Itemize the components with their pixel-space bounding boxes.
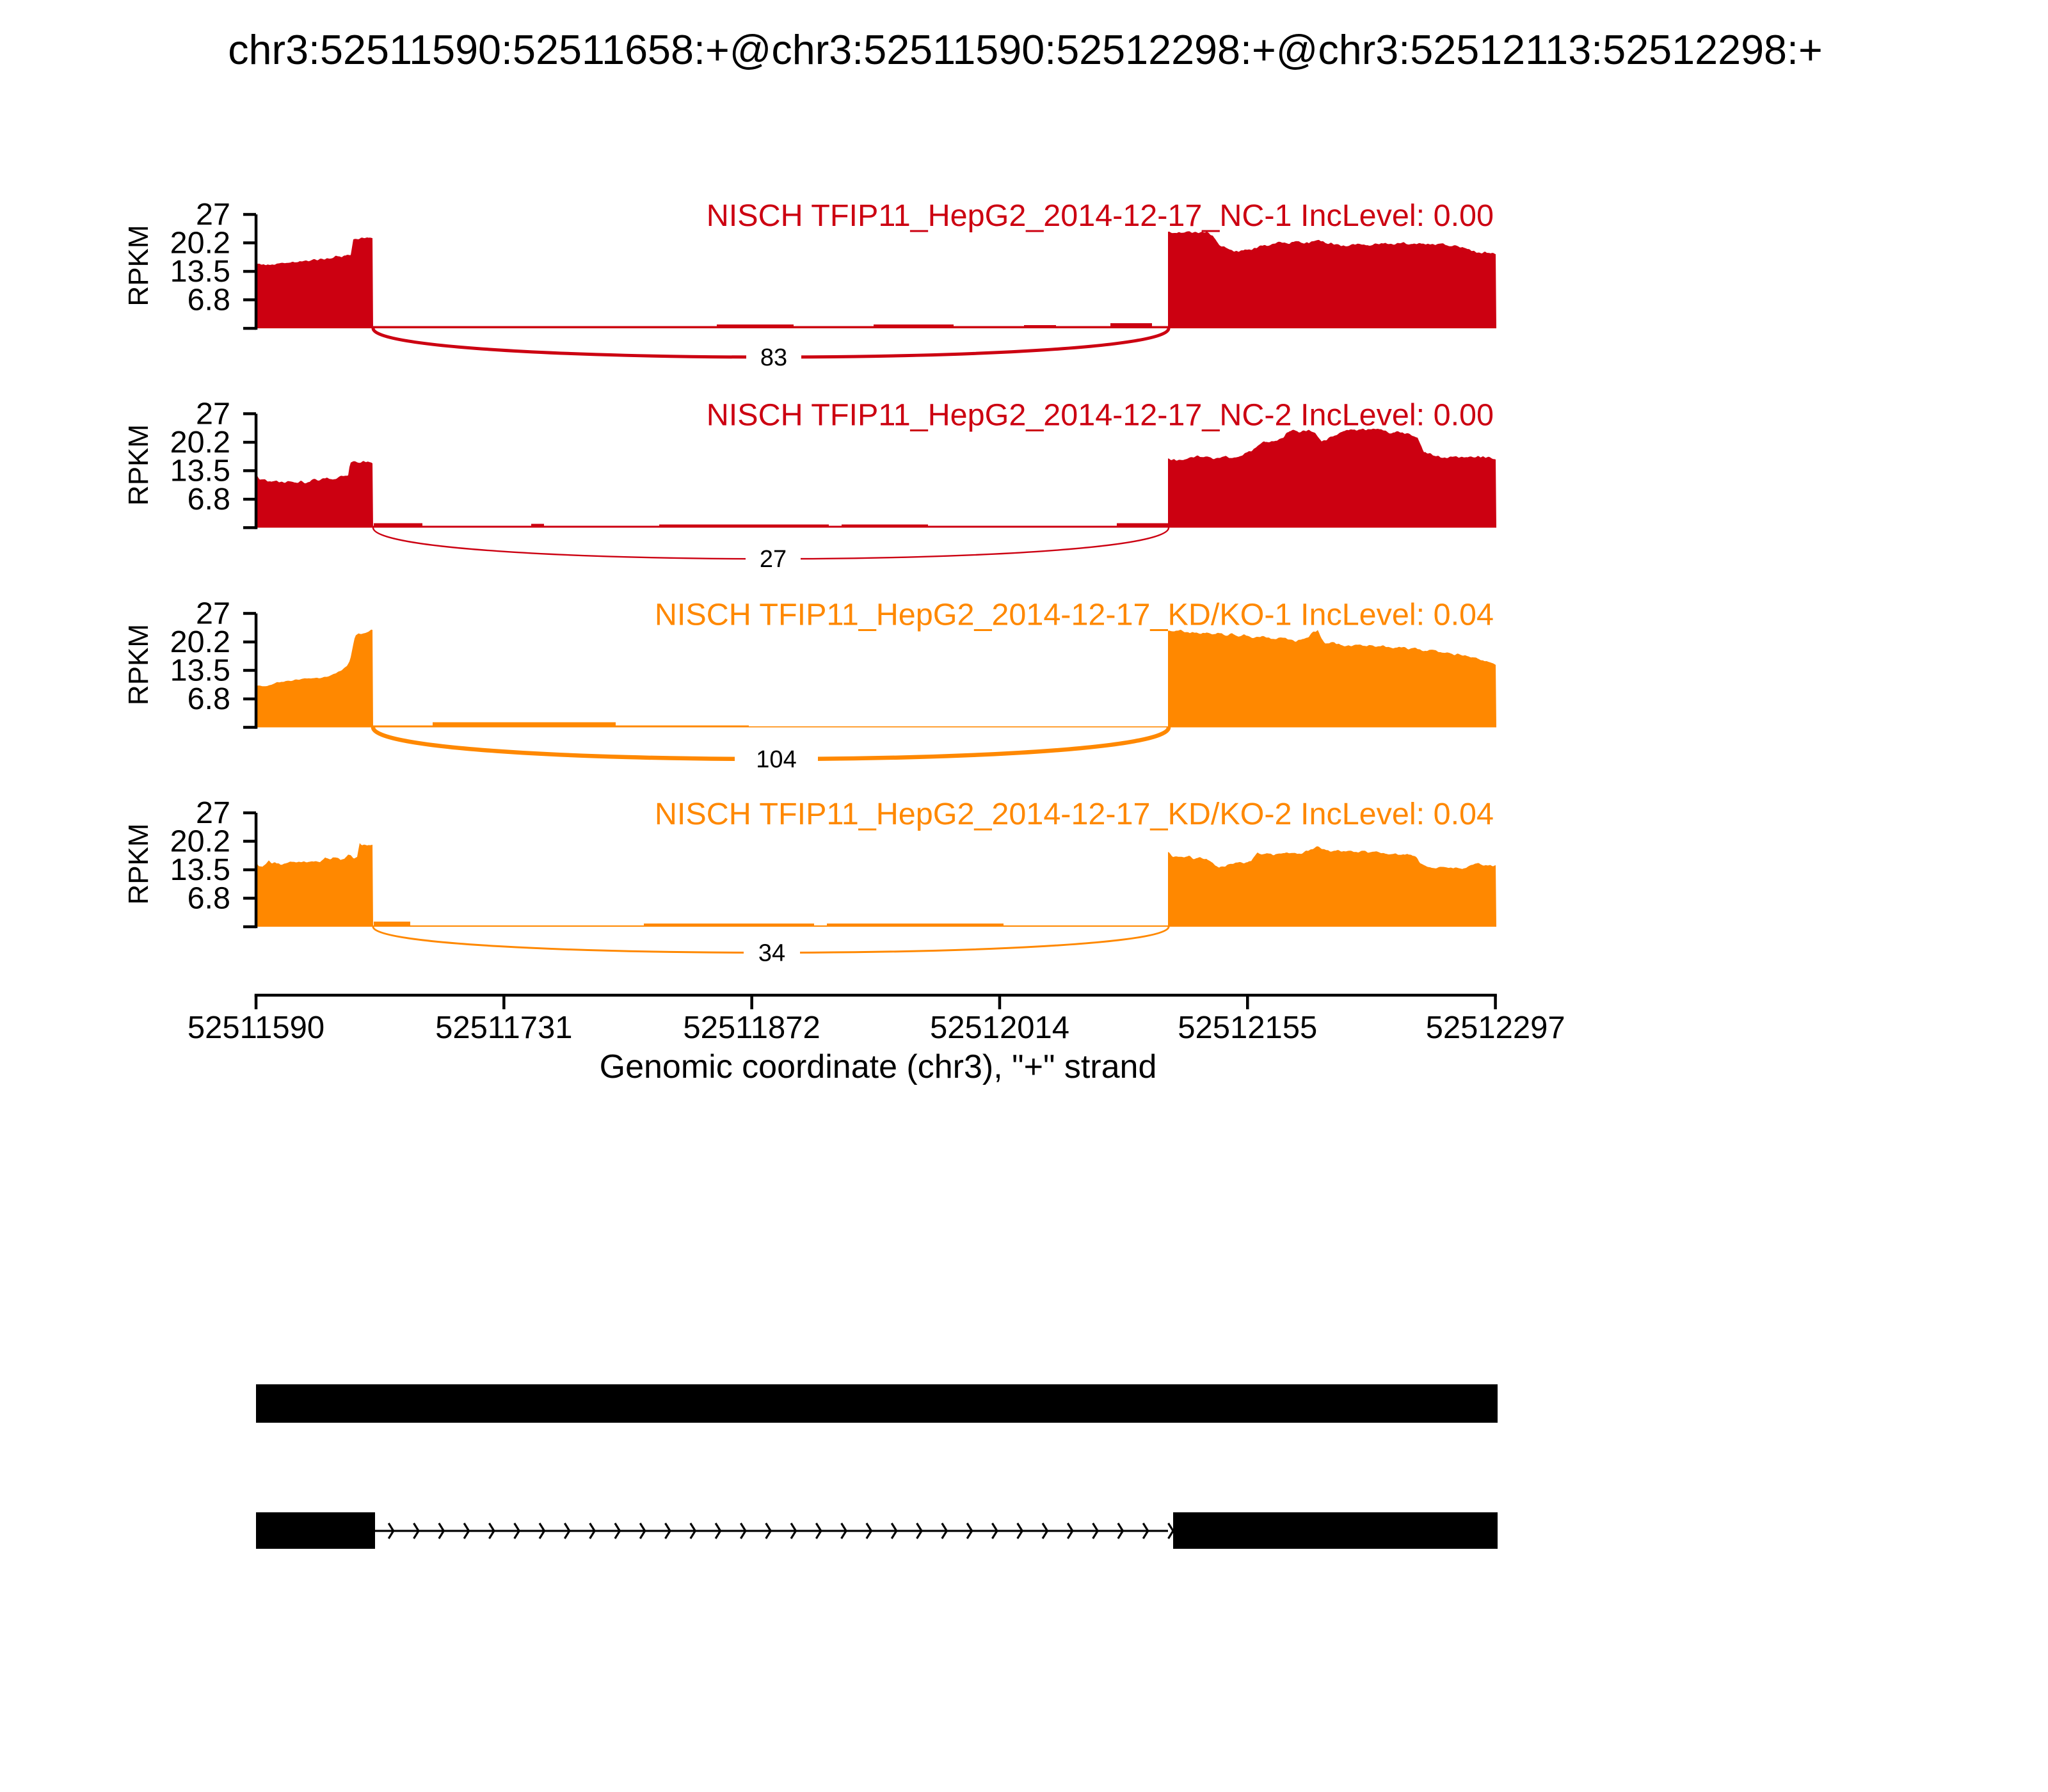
svg-text:52512014: 52512014 [930, 1011, 1069, 1045]
svg-text:RPKM: RPKM [123, 823, 154, 904]
svg-text:52512297: 52512297 [1426, 1011, 1565, 1045]
svg-text:NISCH TFIP11_HepG2_2014-12-17_: NISCH TFIP11_HepG2_2014-12-17_KD/KO-1 In… [655, 598, 1494, 632]
svg-text:27: 27 [760, 546, 787, 573]
svg-text:52511872: 52511872 [683, 1011, 820, 1045]
svg-text:27: 27 [196, 397, 230, 431]
svg-text:27: 27 [196, 596, 230, 631]
svg-text:RPKM: RPKM [123, 624, 154, 705]
svg-text:20.2: 20.2 [170, 824, 230, 859]
svg-text:13.5: 13.5 [170, 653, 230, 688]
svg-text:6.8: 6.8 [188, 682, 230, 716]
svg-text:Genomic coordinate (chr3), "+": Genomic coordinate (chr3), "+" strand [600, 1048, 1157, 1085]
svg-text:chr3:52511590:52511658:+@chr3:: chr3:52511590:52511658:+@chr3:52511590:5… [228, 26, 1823, 73]
svg-text:6.8: 6.8 [188, 881, 230, 916]
svg-text:104: 104 [756, 746, 796, 773]
svg-text:RPKM: RPKM [123, 424, 154, 506]
svg-text:NISCH TFIP11_HepG2_2014-12-17_: NISCH TFIP11_HepG2_2014-12-17_NC-1 IncLe… [707, 198, 1494, 233]
svg-text:34: 34 [758, 940, 785, 967]
svg-text:6.8: 6.8 [188, 283, 230, 317]
svg-text:RPKM: RPKM [123, 225, 154, 306]
svg-text:20.2: 20.2 [170, 425, 230, 460]
svg-text:27: 27 [196, 796, 230, 830]
svg-text:13.5: 13.5 [170, 852, 230, 887]
svg-text:27: 27 [196, 197, 230, 232]
svg-text:52511590: 52511590 [188, 1011, 324, 1045]
svg-text:13.5: 13.5 [170, 254, 230, 289]
svg-text:83: 83 [760, 344, 787, 371]
svg-text:20.2: 20.2 [170, 226, 230, 260]
svg-text:NISCH TFIP11_HepG2_2014-12-17_: NISCH TFIP11_HepG2_2014-12-17_NC-2 IncLe… [707, 398, 1494, 433]
svg-text:52512155: 52512155 [1178, 1011, 1317, 1045]
svg-text:13.5: 13.5 [170, 454, 230, 488]
svg-text:NISCH TFIP11_HepG2_2014-12-17_: NISCH TFIP11_HepG2_2014-12-17_KD/KO-2 In… [655, 797, 1494, 831]
svg-text:6.8: 6.8 [188, 482, 230, 516]
svg-text:20.2: 20.2 [170, 625, 230, 659]
svg-text:52511731: 52511731 [435, 1011, 572, 1045]
